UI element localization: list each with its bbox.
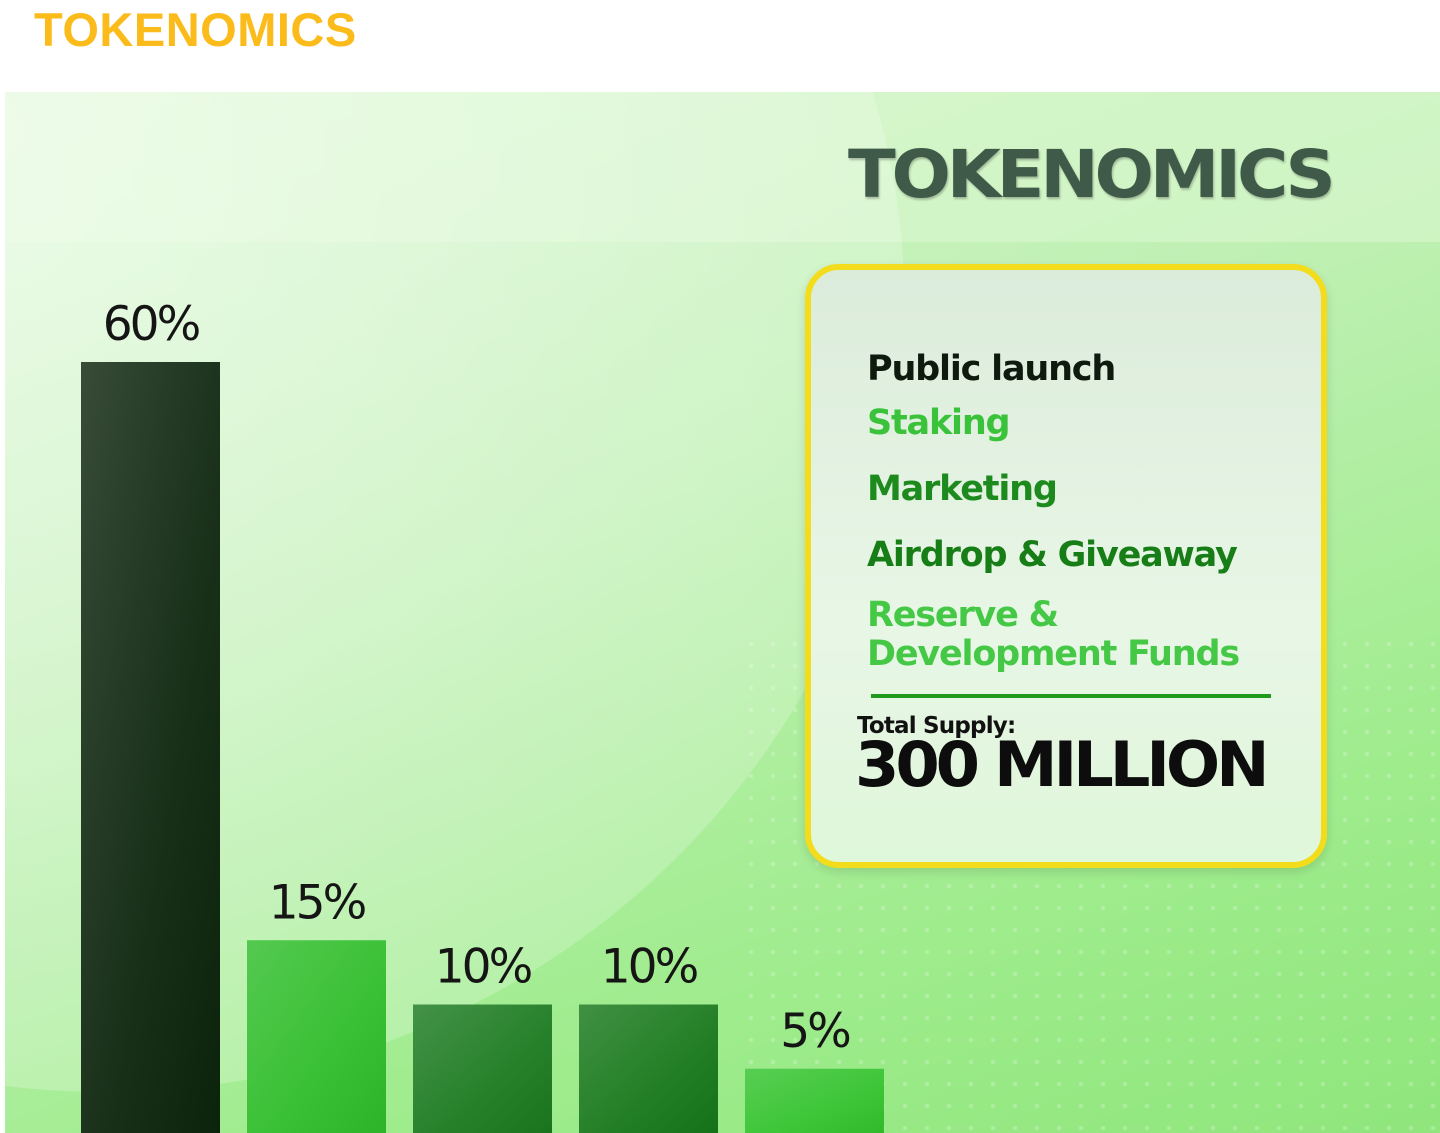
legend-item-reserve-development: Reserve & Development Funds <box>867 596 1287 674</box>
bar-value-label: 10% <box>601 940 698 995</box>
legend-item-label: Marketing <box>867 469 1058 509</box>
bar-value-label: 5% <box>780 1004 850 1059</box>
legend-item-label: Reserve & Development Funds <box>867 595 1240 674</box>
allocation-info-card: Public launch Staking Marketing Airdrop … <box>805 264 1327 868</box>
bar-sheen-public-launch <box>81 362 220 1133</box>
bar-value-label: 10% <box>435 940 532 995</box>
legend-item-marketing: Marketing <box>867 469 1058 509</box>
bar-sheen-reserve-development-funds <box>745 1068 884 1133</box>
bar-sheen-marketing <box>413 1004 552 1133</box>
legend-item-airdrop-giveaway: Airdrop & Giveaway <box>867 535 1238 575</box>
page-title: TOKENOMICS <box>34 3 357 56</box>
legend-item-label: Public launch <box>867 349 1116 389</box>
legend-item-label: Staking <box>867 403 1011 443</box>
total-supply-label: Total Supply: <box>857 713 1016 739</box>
card-divider <box>871 694 1271 698</box>
bar-value-label: 60% <box>103 297 200 352</box>
legend-item-public-launch: Public launch <box>867 349 1116 389</box>
total-supply-value: 300 MILLION <box>855 728 1270 801</box>
bar-sheen-staking <box>247 940 386 1133</box>
banner-title: TOKENOMICS <box>848 136 1336 213</box>
legend-item-label: Airdrop & Giveaway <box>867 535 1238 575</box>
bar-value-label: 15% <box>269 875 366 930</box>
bar-sheen-airdrop-giveaway <box>579 1004 718 1133</box>
legend-item-staking: Staking <box>867 403 1011 443</box>
tokenomics-banner: TOKENOMICS 60% 15% 10% 10% 5% Public launch … <box>5 92 1440 1133</box>
allocation-bar-chart: 60% 15% 10% 10% 5% <box>81 297 884 1133</box>
